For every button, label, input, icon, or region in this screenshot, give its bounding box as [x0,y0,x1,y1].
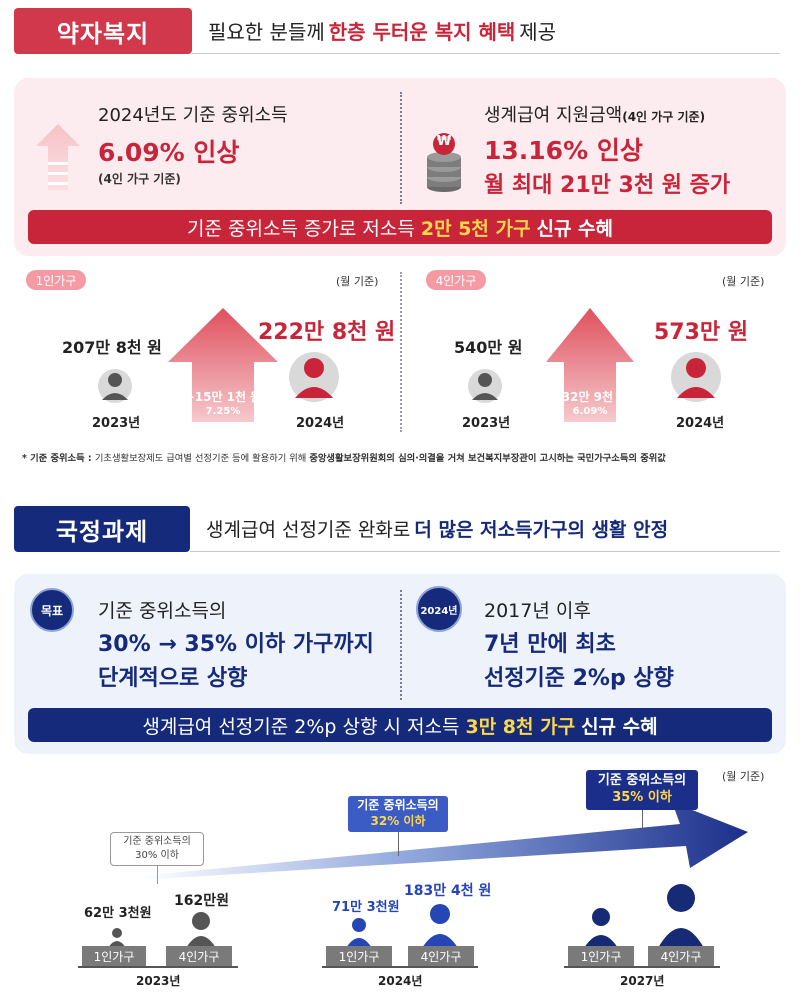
one-person-2023-amount: 207만 8천 원 [62,338,162,357]
person-icon [658,884,704,948]
goal-badge: 목표 [30,588,74,632]
y2023-one-label: 1인가구 [82,946,146,966]
callout-2023: 기준 중위소득의 30% 이하 [110,832,204,866]
right-line2: 7년 만에 최초 [484,632,616,657]
person-icon [346,918,372,948]
national-headline: 생계급여 선정기준 완화로 더 많은 저소득가구의 생활 안정 [190,506,780,552]
person-icon [289,352,339,402]
person-icon [108,928,126,948]
year-badge: 2024년 [416,586,462,632]
goal-line1: 기준 중위소득의 [98,600,227,622]
section-tag-national-text: 국정과제 [55,517,149,546]
y2024-year: 2024년 [378,974,423,988]
national-banner: 생계급여 선정기준 2%p 상향 시 저소득 3만 8천 가구 신규 수혜 [28,708,772,742]
y2027-four-label: 4인가구 [648,946,714,966]
right-line3: 선정기준 2%p 상향 [484,666,674,691]
one-person-2024-year: 2024년 [296,416,345,431]
one-person-increase: +15만 1천 원 [184,390,262,404]
y2024-four-label: 4인가구 [408,946,474,966]
house-arrow-icon [546,308,634,422]
goal-line2: 30% → 35% 이하 가구까지 [98,632,374,657]
median-income-note: (4인 가구 기준) [98,172,181,186]
y2027-one-label: 1인가구 [568,946,634,966]
welfare-banner: 기준 중위소득 증가로 저소득 2만 5천 가구 신규 수혜 [28,210,772,244]
y2027-divider [564,966,720,968]
person-icon [186,912,216,948]
median-income-footnote: * 기준 중위소득 : 기초생활보장제도 급여별 선정기준 등에 활용하기 위해… [22,453,666,464]
coins-icon [427,133,461,192]
section-tag-welfare: 약자복지 [14,8,192,54]
timeline-unit: (월 기준) [722,770,765,783]
person-icon [671,352,721,402]
y2027-year: 2027년 [620,974,665,988]
four-person-tag: 4인가구 [426,270,486,290]
callout-line [157,866,158,884]
y2023-year: 2023년 [136,974,181,988]
y2024-divider [322,966,478,968]
person-icon [584,908,618,948]
y2023-one-amount: 62만 3천원 [84,906,152,921]
one-person-rate: 7.25% [205,406,241,417]
block-divider [400,272,402,432]
y2023-four-amount: 162만원 [174,893,229,909]
panel-divider [400,92,402,204]
goal-line3: 단계적으로 상향 [98,666,248,691]
four-person-2024-amount: 573만 원 [654,320,749,345]
callout-line [642,810,643,828]
welfare-headline: 필요한 분들께 한층 두터운 복지 혜택 제공 [192,8,780,54]
median-income-increase: 6.09% 인상 [98,138,240,167]
one-person-tag: 1인가구 [26,270,86,290]
person-icon [468,369,502,403]
four-person-2023-year: 2023년 [462,416,511,431]
y2023-divider [78,966,238,968]
one-person-2024-amount: 222만 8천 원 [258,320,396,345]
y2023-four-label: 4인가구 [166,946,232,966]
four-person-2023-amount: 540만 원 [454,338,523,357]
person-icon [422,904,458,948]
won-symbol: ₩ [436,134,452,149]
section-tag-welfare-text: 약자복지 [56,19,150,48]
benefit-monthly-increase: 월 최대 21만 3천 원 증가 [484,173,731,198]
benefit-increase: 13.16% 인상 [484,136,643,165]
one-person-2023-year: 2023년 [92,416,141,431]
callout-2024: 기준 중위소득의 32% 이하 [348,796,448,832]
right-line1: 2017년 이후 [484,600,591,622]
section-tag-national: 국정과제 [14,506,190,552]
y2024-four-amount: 183만 4천 원 [404,883,492,899]
four-person-increase: +32만 9천 원 [551,390,629,404]
median-income-title: 2024년도 기준 중위소득 [98,105,288,126]
up-arrow-icon [36,124,80,190]
one-person-unit: (월 기준) [336,275,379,288]
four-person-2024-year: 2024년 [676,416,725,431]
house-arrow-icon [168,308,278,422]
panel-divider [400,590,402,700]
person-icon [98,369,132,403]
four-person-rate: 6.09% [572,406,608,417]
benefit-title: 생계급여 지원금액(4인 가구 기준) [484,105,706,126]
y2024-one-label: 1인가구 [326,946,392,966]
callout-line [398,832,399,856]
callout-2027: 기준 중위소득의 35% 이하 [586,770,698,810]
y2024-one-amount: 71만 3천원 [332,900,400,915]
four-person-unit: (월 기준) [722,275,765,288]
